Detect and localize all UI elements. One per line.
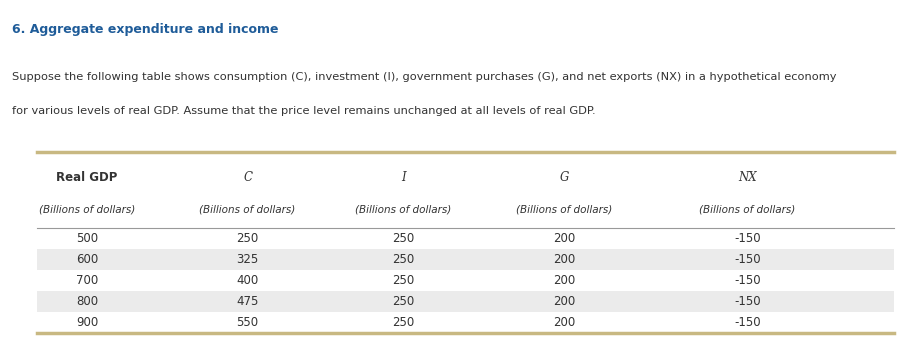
Text: 200: 200: [553, 274, 575, 287]
Text: 500: 500: [76, 232, 98, 245]
Text: Suppose the following table shows consumption (C), investment (I), government pu: Suppose the following table shows consum…: [12, 72, 836, 82]
Text: C: C: [243, 171, 252, 185]
Text: 475: 475: [237, 295, 259, 308]
Text: 200: 200: [553, 232, 575, 245]
Text: Real GDP: Real GDP: [57, 171, 117, 185]
Text: (Billions of dollars): (Billions of dollars): [200, 205, 295, 214]
Text: -150: -150: [734, 274, 761, 287]
Text: 250: 250: [392, 295, 414, 308]
Text: -150: -150: [734, 253, 761, 266]
Text: I: I: [401, 171, 406, 185]
Text: 250: 250: [392, 253, 414, 266]
Text: -150: -150: [734, 232, 761, 245]
Text: 250: 250: [392, 316, 414, 329]
Text: 200: 200: [553, 316, 575, 329]
Text: G: G: [559, 171, 569, 185]
Text: -150: -150: [734, 316, 761, 329]
Text: 200: 200: [553, 295, 575, 308]
Text: (Billions of dollars): (Billions of dollars): [356, 205, 451, 214]
Text: 550: 550: [237, 316, 259, 329]
Text: 250: 250: [392, 274, 414, 287]
Text: (Billions of dollars): (Billions of dollars): [39, 205, 135, 214]
Text: 400: 400: [237, 274, 259, 287]
Text: (Billions of dollars): (Billions of dollars): [700, 205, 795, 214]
Text: 200: 200: [553, 253, 575, 266]
Text: 6. Aggregate expenditure and income: 6. Aggregate expenditure and income: [12, 23, 279, 36]
Text: -150: -150: [734, 295, 761, 308]
Text: NX: NX: [738, 171, 757, 185]
Text: 600: 600: [76, 253, 98, 266]
Text: 250: 250: [392, 232, 414, 245]
Text: 250: 250: [237, 232, 259, 245]
Text: 325: 325: [237, 253, 259, 266]
Text: 700: 700: [76, 274, 98, 287]
Text: 800: 800: [76, 295, 98, 308]
Text: (Billions of dollars): (Billions of dollars): [516, 205, 612, 214]
Text: for various levels of real GDP. Assume that the price level remains unchanged at: for various levels of real GDP. Assume t…: [12, 106, 595, 117]
Text: 900: 900: [76, 316, 98, 329]
